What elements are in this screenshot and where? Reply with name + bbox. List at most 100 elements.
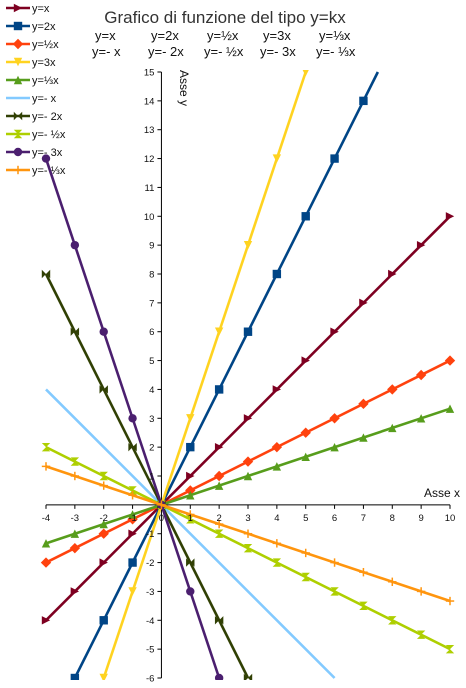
data-point (330, 327, 339, 336)
y-tick-label: 10 (144, 212, 155, 223)
data-point (186, 558, 195, 567)
legend-item: y=x (6, 3, 50, 15)
legend-item: y=⅓x (6, 75, 59, 87)
subtitle-item: y=- ½x (204, 44, 244, 59)
data-point (128, 414, 137, 423)
data-point (186, 471, 195, 481)
data-point (301, 548, 310, 558)
data-point (300, 427, 311, 438)
legend-label: y=x (32, 3, 50, 15)
data-point (359, 298, 368, 308)
series (41, 442, 455, 654)
x-tick-label: -3 (71, 513, 79, 524)
series (70, 71, 380, 680)
y-tick-label: 7 (149, 298, 154, 309)
x-tick-label: 9 (418, 513, 423, 524)
legend-label: y=⅓x (32, 75, 59, 87)
data-point (359, 567, 368, 577)
x-axis-label: Asse x (424, 486, 460, 500)
x-tick-label: -1 (128, 513, 136, 524)
data-point (128, 442, 137, 452)
data-point (358, 398, 369, 410)
data-point (243, 414, 253, 423)
y-tick-label: 11 (145, 183, 155, 194)
legend-label: y=- ⅓x (32, 165, 66, 177)
data-point (388, 423, 397, 433)
y-axis-label: Asse y (177, 70, 191, 106)
subtitle-item: y=- x (92, 44, 121, 59)
data-point (70, 327, 80, 336)
subtitle-item: y=½x (207, 28, 239, 43)
x-tick-label: 6 (332, 513, 337, 524)
legend-item: y=- x (6, 93, 57, 105)
data-point (186, 442, 195, 452)
data-point (213, 470, 225, 482)
data-point (12, 38, 24, 50)
data-point (127, 514, 138, 525)
data-point (359, 433, 368, 442)
data-point (214, 481, 224, 490)
data-point (301, 212, 310, 221)
legend-item: y=- 3x (6, 147, 63, 159)
data-point (186, 491, 195, 500)
data-point (70, 587, 80, 596)
legend-label: y=2x (32, 21, 56, 33)
series (41, 462, 455, 606)
data-point (128, 486, 137, 495)
subtitle-item: y=- 2x (148, 44, 184, 59)
data-point (415, 369, 427, 381)
series-line (45, 388, 336, 679)
y-tick-label: -4 (146, 616, 154, 627)
series (45, 388, 336, 679)
data-point (214, 529, 224, 538)
y-tick-label: 3 (149, 414, 154, 425)
axes (45, 71, 451, 679)
data-point (271, 441, 283, 453)
data-point (128, 510, 137, 519)
legend-label: y=½x (32, 39, 59, 51)
data-point (272, 539, 282, 548)
data-point (416, 414, 426, 423)
y-tick-label: 5 (149, 356, 154, 367)
data-point (243, 543, 253, 553)
data-point (70, 529, 80, 538)
data-point (214, 616, 224, 625)
data-point (214, 442, 224, 452)
data-point (445, 404, 455, 413)
series (41, 404, 455, 548)
data-point (272, 462, 282, 471)
data-point (445, 212, 455, 221)
data-point (214, 327, 224, 336)
data-point (13, 111, 23, 121)
data-point (214, 385, 224, 394)
data-point (416, 240, 426, 250)
y-tick-label: -2 (146, 558, 154, 569)
data-point (301, 356, 310, 365)
legend-label: y=- 2x (32, 111, 63, 123)
y-tick-label: 4 (149, 385, 154, 396)
data-point (186, 515, 195, 524)
data-point (243, 529, 253, 538)
data-point (243, 673, 253, 680)
x-tick-label: -4 (42, 513, 50, 524)
tick-labels: -4 -3 -2 -1 0 1 2 3 4 5 6 7 8 9 10-6-5-4-3-2-112345678… (42, 68, 456, 685)
series (41, 212, 455, 625)
data-point (41, 539, 51, 548)
legend-label: y=- x (32, 93, 57, 105)
data-point (41, 442, 51, 452)
data-point (99, 471, 108, 481)
y-tick-label: 9 (149, 241, 154, 252)
subtitle-item: y=x (95, 28, 116, 43)
data-point (243, 240, 253, 250)
data-point (416, 587, 426, 596)
data-point (99, 519, 108, 529)
subtitle-item: y=- ⅓x (316, 44, 356, 59)
data-point (330, 154, 339, 163)
legend-item: y=½x (6, 38, 59, 51)
data-point (99, 616, 108, 625)
x-tick-label: -2 (99, 513, 107, 524)
data-point (13, 3, 23, 13)
legend-label: y=3x (32, 57, 56, 69)
y-tick-label: -5 (146, 645, 154, 656)
data-point (242, 456, 254, 467)
